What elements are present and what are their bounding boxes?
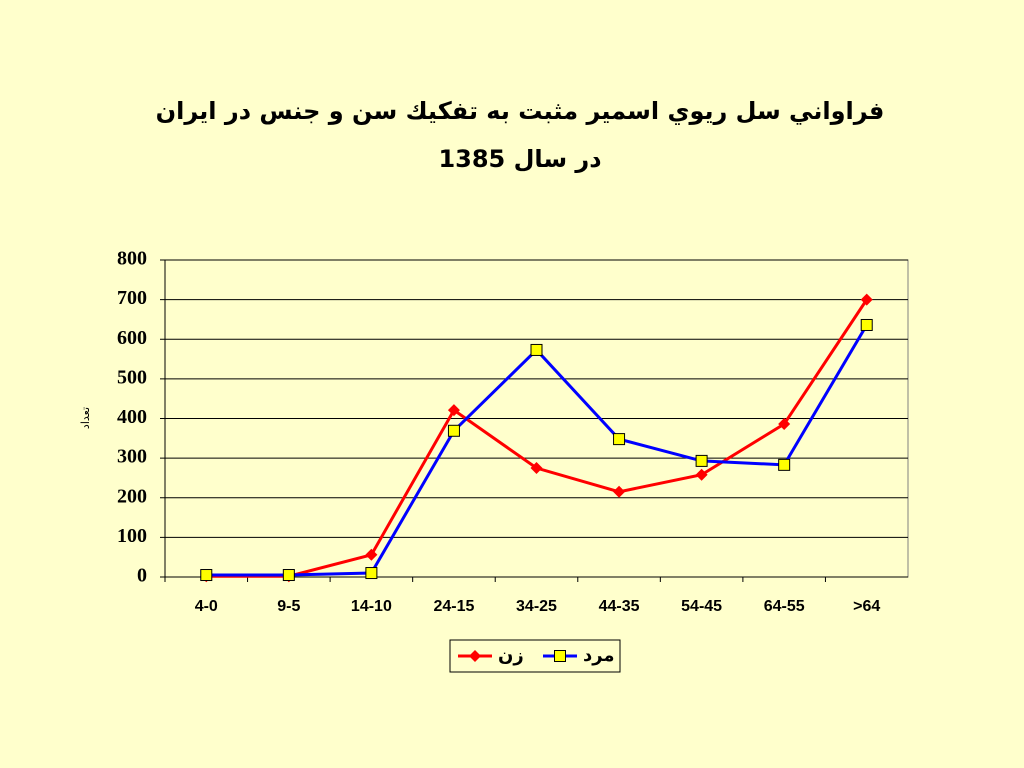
x-tick-label: 4-0 [195,598,218,615]
x-tick-label: 14-10 [351,598,392,615]
marker [447,404,460,417]
legend-label: زن [498,645,524,666]
x-tick-label: 54-45 [681,598,722,615]
marker [469,650,481,662]
y-tick-label: 200 [117,485,147,507]
marker [860,293,873,306]
marker [860,318,873,331]
x-tick-label: >64 [853,598,880,615]
legend-label: مرد [583,645,615,666]
marker [778,458,791,471]
marker [695,454,708,467]
marker [613,433,626,446]
x-tick-label: 44-35 [599,598,640,615]
marker [200,569,213,582]
y-tick-label: 400 [117,406,147,428]
marker [695,468,708,481]
y-axis-label: تعداد [79,407,92,429]
y-tick-label: 800 [117,248,147,270]
y-tick-label: 0 [137,565,147,587]
marker [282,569,295,582]
x-tick-label: 24-15 [433,598,474,615]
y-tick-label: 500 [117,366,147,388]
y-tick-label: 100 [117,525,147,547]
marker [365,548,378,561]
x-tick-label: 9-5 [277,598,300,615]
chart-title: در سال 1385 [438,145,601,173]
marker [447,424,460,437]
marker [613,485,626,498]
marker [554,650,566,662]
marker [778,418,791,431]
x-tick-label: 34-25 [516,598,557,615]
y-tick-label: 700 [117,287,147,309]
marker [530,343,543,356]
x-tick-label: 64-55 [764,598,805,615]
marker [365,567,378,580]
y-tick-label: 300 [117,446,147,468]
chart-title: فراواني سل ريوي اسمير مثبت به تفكيك سن و… [156,97,885,125]
marker [530,462,543,475]
y-tick-label: 600 [117,327,147,349]
